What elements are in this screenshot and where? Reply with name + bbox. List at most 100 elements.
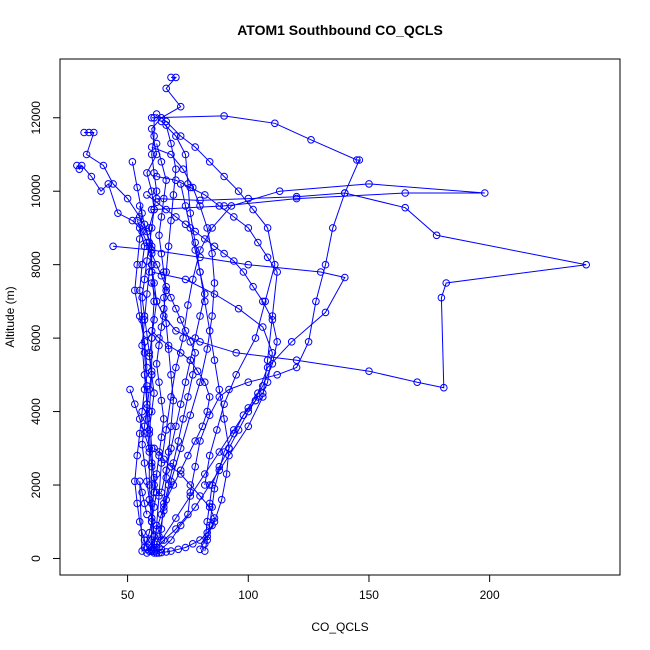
data-point (208, 224, 216, 232)
data-point (147, 371, 156, 379)
series-line-17 (161, 121, 230, 550)
data-point (268, 349, 277, 357)
data-point (181, 150, 190, 159)
data-point (162, 319, 170, 328)
data-point (176, 132, 185, 140)
data-point (167, 536, 175, 544)
data-point (167, 393, 175, 401)
data-point (138, 209, 146, 217)
data-point (135, 235, 144, 243)
data-point (167, 293, 175, 302)
data-point (162, 548, 170, 556)
data-point (186, 224, 195, 232)
data-point (321, 260, 330, 269)
data-point (259, 382, 267, 390)
data-point (167, 139, 175, 148)
data-point (365, 180, 373, 188)
data-point (145, 352, 154, 361)
x-tick-label: 200 (480, 588, 500, 602)
data-point (186, 411, 195, 420)
data-point (145, 385, 154, 394)
data-point (157, 536, 166, 544)
data-point (198, 422, 207, 431)
data-point (203, 529, 211, 537)
data-point (147, 114, 156, 122)
data-point (138, 341, 146, 350)
data-point (263, 356, 272, 365)
data-point (147, 279, 156, 287)
data-point (215, 202, 224, 210)
data-point (191, 462, 199, 471)
data-point (104, 180, 113, 188)
data-point (234, 304, 243, 313)
data-point (191, 227, 199, 236)
data-point (145, 495, 154, 504)
data-point (201, 290, 209, 298)
data-point (174, 545, 183, 554)
y-axis: 0 2000 4000 6000 8000 10000 12000 (29, 101, 60, 562)
data-point (234, 187, 243, 195)
data-point (442, 279, 451, 287)
data-point (143, 510, 151, 519)
data-point (196, 492, 204, 500)
data-point (109, 242, 117, 251)
series-line-19 (129, 389, 158, 553)
data-point (160, 312, 168, 320)
data-point (143, 404, 151, 412)
data-point (244, 224, 253, 232)
data-point (135, 415, 144, 423)
data-point (160, 194, 168, 203)
data-point (184, 510, 192, 519)
data-point (73, 161, 81, 170)
data-point (271, 119, 279, 128)
data-point (157, 510, 166, 519)
data-point (176, 444, 185, 453)
data-point (292, 192, 301, 201)
data-point (152, 187, 161, 195)
data-point (181, 202, 190, 210)
data-point (140, 385, 149, 394)
data-point (437, 293, 446, 302)
data-point (140, 536, 149, 544)
data-point (249, 205, 257, 214)
data-point (230, 426, 238, 434)
data-point (181, 220, 190, 229)
y-axis-label: Altitude (m) (3, 286, 17, 347)
data-point (179, 415, 187, 423)
y-tick-label: 6000 (29, 324, 43, 351)
plot-frame (59, 58, 621, 576)
data-point (210, 514, 219, 522)
data-point (176, 316, 185, 324)
data-point (138, 407, 146, 416)
data-point (273, 338, 282, 346)
data-point (341, 273, 349, 282)
data-point (87, 172, 96, 181)
data-point (140, 338, 149, 346)
data-point (162, 205, 170, 214)
data-point (164, 242, 173, 251)
data-point (353, 156, 361, 164)
data-point (131, 286, 139, 295)
data-point (312, 297, 320, 306)
data-point (184, 301, 192, 309)
series-line-4 (151, 115, 361, 552)
data-point (162, 268, 170, 276)
data-point (432, 231, 441, 240)
data-point (150, 389, 158, 398)
data-point (196, 536, 204, 544)
data-point (172, 363, 180, 372)
data-point (220, 415, 228, 423)
data-point (140, 371, 149, 379)
data-point (186, 492, 195, 500)
data-point (157, 117, 166, 126)
data-point (160, 455, 168, 464)
data-point (208, 521, 216, 530)
data-point (208, 312, 216, 320)
data-point (172, 73, 180, 82)
data-point (157, 213, 166, 221)
data-point (220, 172, 228, 181)
data-point (189, 540, 197, 548)
data-point (249, 282, 257, 291)
data-point (143, 191, 151, 199)
data-point (133, 183, 141, 192)
